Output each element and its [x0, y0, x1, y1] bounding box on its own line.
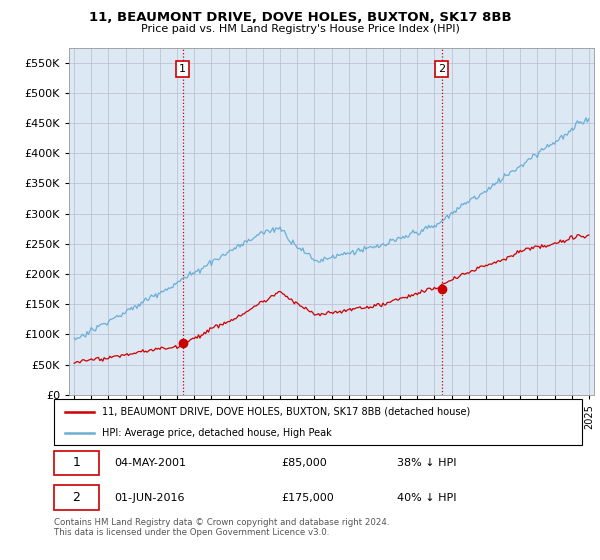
Text: £85,000: £85,000 [281, 458, 327, 468]
Text: Price paid vs. HM Land Registry's House Price Index (HPI): Price paid vs. HM Land Registry's House … [140, 24, 460, 34]
Text: 1: 1 [179, 64, 186, 74]
Text: HPI: Average price, detached house, High Peak: HPI: Average price, detached house, High… [101, 428, 331, 438]
Text: 11, BEAUMONT DRIVE, DOVE HOLES, BUXTON, SK17 8BB: 11, BEAUMONT DRIVE, DOVE HOLES, BUXTON, … [89, 11, 511, 24]
FancyBboxPatch shape [54, 399, 582, 445]
Text: 2: 2 [438, 64, 445, 74]
Text: 1: 1 [73, 456, 80, 469]
Text: Contains HM Land Registry data © Crown copyright and database right 2024.
This d: Contains HM Land Registry data © Crown c… [54, 518, 389, 538]
Text: 11, BEAUMONT DRIVE, DOVE HOLES, BUXTON, SK17 8BB (detached house): 11, BEAUMONT DRIVE, DOVE HOLES, BUXTON, … [101, 407, 470, 417]
Text: 04-MAY-2001: 04-MAY-2001 [115, 458, 187, 468]
Text: 38% ↓ HPI: 38% ↓ HPI [397, 458, 457, 468]
FancyBboxPatch shape [54, 451, 99, 475]
Text: 40% ↓ HPI: 40% ↓ HPI [397, 493, 457, 502]
Text: 01-JUN-2016: 01-JUN-2016 [115, 493, 185, 502]
Text: £175,000: £175,000 [281, 493, 334, 502]
FancyBboxPatch shape [54, 486, 99, 510]
Text: 2: 2 [73, 491, 80, 504]
